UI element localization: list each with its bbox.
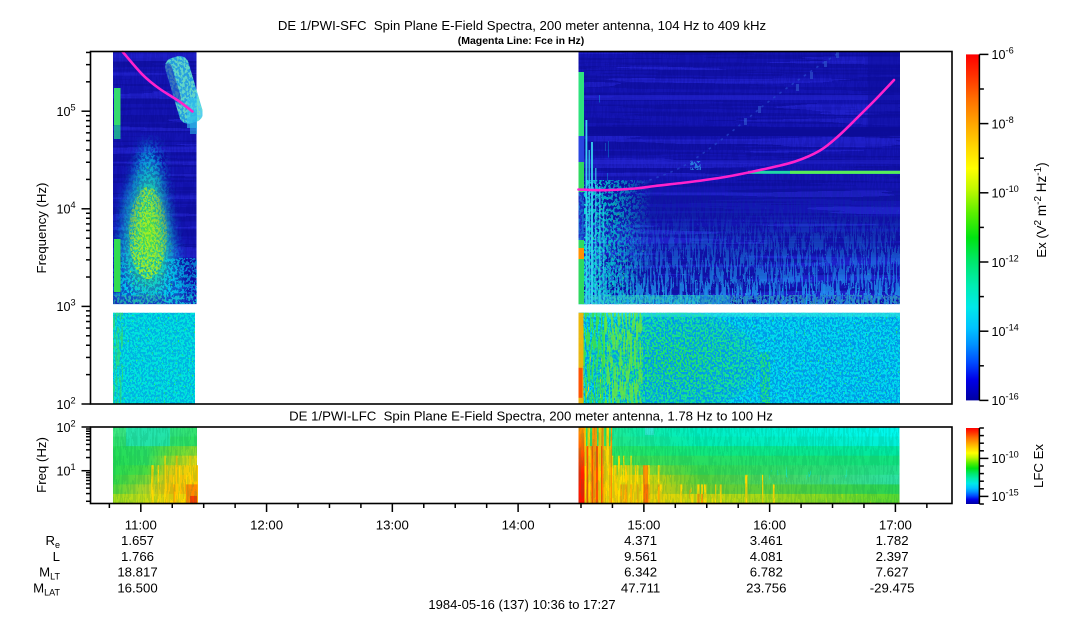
svg-text:9.561: 9.561 xyxy=(624,549,657,564)
svg-text:3.461: 3.461 xyxy=(750,533,783,548)
svg-text:7.627: 7.627 xyxy=(876,565,909,580)
svg-text:18.817: 18.817 xyxy=(117,565,157,580)
svg-text:1984-05-16 (137) 10:36 to 17:2: 1984-05-16 (137) 10:36 to 17:27 xyxy=(428,597,615,612)
svg-text:15:00: 15:00 xyxy=(627,518,660,533)
svg-text:2.397: 2.397 xyxy=(876,549,909,564)
svg-text:DE 1/PWI-SFC Spin Plane E-Fie: DE 1/PWI-SFC Spin Plane E-Field Spectra,… xyxy=(278,18,766,33)
svg-text:11:00: 11:00 xyxy=(125,518,157,533)
svg-text:4.371: 4.371 xyxy=(624,533,657,548)
svg-text:Frequency (Hz): Frequency (Hz) xyxy=(34,183,49,274)
svg-text:Ex (V2 m-2 Hz-1): Ex (V2 m-2 Hz-1) xyxy=(1033,162,1049,257)
svg-text:L: L xyxy=(53,549,60,564)
svg-text:17:00: 17:00 xyxy=(879,518,912,533)
svg-text:Freq (Hz): Freq (Hz) xyxy=(34,437,49,493)
svg-text:1.782: 1.782 xyxy=(876,533,909,548)
svg-text:16:00: 16:00 xyxy=(753,518,786,533)
svg-text:6.782: 6.782 xyxy=(750,565,783,580)
svg-text:12:00: 12:00 xyxy=(250,518,283,533)
svg-text:16.500: 16.500 xyxy=(117,580,157,595)
svg-text:DE 1/PWI-LFC Spin Plane E-Fie: DE 1/PWI-LFC Spin Plane E-Field Spectra,… xyxy=(289,409,773,424)
svg-text:47.711: 47.711 xyxy=(621,580,660,595)
svg-text:LFC Ex: LFC Ex xyxy=(1031,444,1046,488)
svg-text:4.081: 4.081 xyxy=(750,549,783,564)
svg-text:1.766: 1.766 xyxy=(121,549,154,564)
svg-text:-29.475: -29.475 xyxy=(870,580,915,595)
svg-text:13:00: 13:00 xyxy=(376,518,409,533)
svg-text:6.342: 6.342 xyxy=(624,565,657,580)
svg-text:23.756: 23.756 xyxy=(746,580,786,595)
svg-text:1.657: 1.657 xyxy=(121,533,154,548)
svg-text:(Magenta Line: Fce in Hz): (Magenta Line: Fce in Hz) xyxy=(458,35,585,47)
svg-text:14:00: 14:00 xyxy=(502,518,535,533)
